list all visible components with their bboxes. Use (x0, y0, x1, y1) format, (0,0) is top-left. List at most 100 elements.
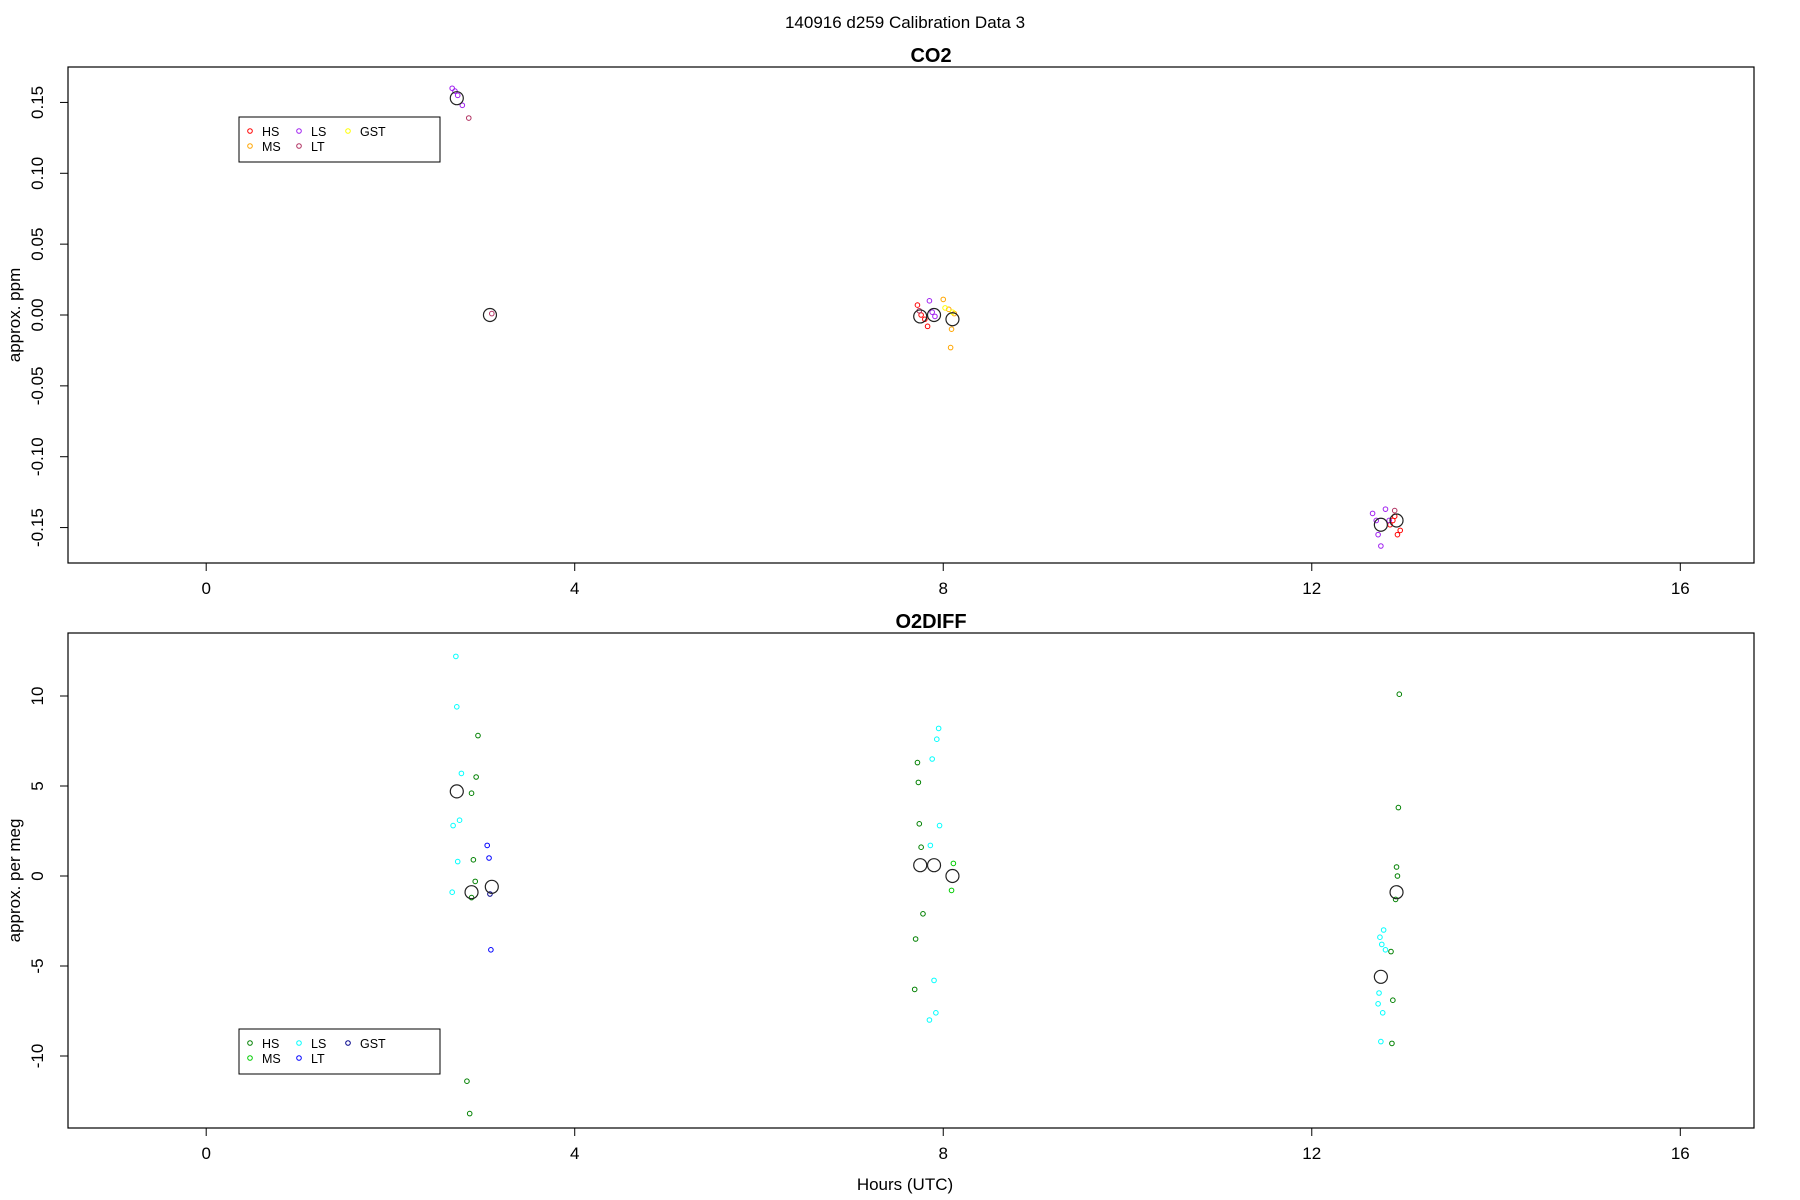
data-point (489, 310, 495, 317)
x-tick-label: 0 (201, 1144, 210, 1163)
series-lt (484, 842, 494, 953)
y-axis-label: approx. ppm (5, 268, 24, 363)
legend-marker (247, 1055, 253, 1061)
data-point (926, 1017, 933, 1023)
data-point (1397, 527, 1404, 534)
x-tick-label: 8 (939, 579, 948, 598)
o2diff-panel: O2DIFF 0 4 8 12 16 -10 -5 0 5 10 approx. per meg Hou… (5, 611, 1755, 1194)
data-point (1391, 507, 1398, 514)
data-point (1392, 896, 1399, 903)
legend-label: LS (311, 125, 326, 139)
mean-marker (1389, 513, 1404, 528)
plot-frame (67, 632, 1755, 1129)
data-point (458, 770, 465, 777)
legend-label: MS (262, 1052, 281, 1066)
legend-label: GST (360, 1037, 386, 1051)
x-axis-label: Hours (UTC) (857, 1175, 953, 1194)
mean-marker (1373, 517, 1388, 532)
data-point (931, 977, 937, 984)
data-point (1375, 531, 1381, 538)
legend-box (238, 1028, 441, 1075)
data-point (1393, 864, 1400, 870)
data-point (950, 860, 957, 867)
data-point (452, 88, 458, 94)
data-point (912, 936, 919, 942)
co2-panel: CO2 0 4 8 12 16 -0.15 -0.10 -0.05 0.00 0.05 0.10 0.1… (5, 45, 1755, 598)
y-tick-label: -0.05 (28, 366, 47, 405)
data-point (1382, 947, 1389, 953)
data-point (918, 844, 924, 851)
series-gst (942, 305, 956, 315)
data-point (464, 1078, 470, 1084)
series-ls (449, 85, 1392, 549)
data-point (936, 822, 943, 829)
data-point (454, 92, 461, 99)
legend-marker (296, 1040, 302, 1046)
series-hs (464, 691, 1403, 1117)
legend-box (238, 116, 441, 163)
data-point (1388, 948, 1394, 955)
legend-marker (296, 1055, 302, 1061)
data-point (929, 309, 935, 315)
legend-label: GST (360, 125, 386, 139)
mean-marker (945, 312, 960, 327)
data-point (920, 911, 926, 917)
data-point (929, 756, 935, 762)
legend-marker (296, 143, 302, 149)
mean-marker (926, 307, 942, 323)
mean-marker (449, 784, 464, 799)
data-point (1396, 691, 1403, 698)
data-point (453, 704, 460, 710)
data-point (1377, 934, 1383, 941)
x-tick-label: 12 (1302, 1144, 1321, 1163)
series-ms (940, 296, 958, 351)
data-point (473, 774, 479, 780)
data-point (456, 817, 463, 824)
data-point (915, 779, 922, 786)
data-point (1378, 543, 1384, 549)
series-hs (914, 302, 1404, 538)
data-point (914, 302, 921, 308)
data-point (933, 1010, 939, 1016)
data-point (927, 842, 934, 849)
data-point (1386, 517, 1392, 524)
data-point (926, 298, 933, 304)
data-point (911, 986, 918, 993)
data-point (1376, 990, 1382, 996)
data-point (947, 344, 954, 351)
x-tick-label: 12 (1302, 579, 1321, 598)
data-point (949, 309, 956, 315)
legend-marker (247, 1040, 253, 1046)
legend-marker (345, 1040, 351, 1046)
mean-marker (449, 91, 464, 106)
y-tick-label: 10 (28, 687, 47, 706)
x-tick-label: 16 (1671, 1144, 1690, 1163)
data-point (932, 313, 938, 320)
series-gst (487, 891, 493, 897)
y-tick-label: -0.15 (28, 508, 47, 547)
y-tick-label: 0 (28, 871, 47, 880)
legend-marker (345, 128, 351, 134)
mean-marker (913, 858, 928, 873)
data-point (1390, 997, 1396, 1004)
legend-label: HS (262, 1037, 279, 1051)
y-tick-label: 0.15 (28, 86, 47, 119)
mean-markers (449, 784, 1404, 984)
data-point (940, 296, 947, 303)
data-point (450, 822, 456, 829)
mean-marker (926, 858, 942, 873)
data-point (942, 305, 948, 311)
y-tick-label: -5 (28, 958, 47, 973)
data-point (1382, 506, 1389, 512)
data-point (468, 790, 475, 797)
x-tick-label: 8 (939, 1144, 948, 1163)
data-point (465, 115, 472, 121)
data-point (449, 85, 455, 92)
data-point (470, 857, 477, 863)
data-point (935, 725, 942, 732)
data-point (948, 887, 955, 894)
data-point (1378, 941, 1385, 948)
data-point (488, 947, 494, 953)
